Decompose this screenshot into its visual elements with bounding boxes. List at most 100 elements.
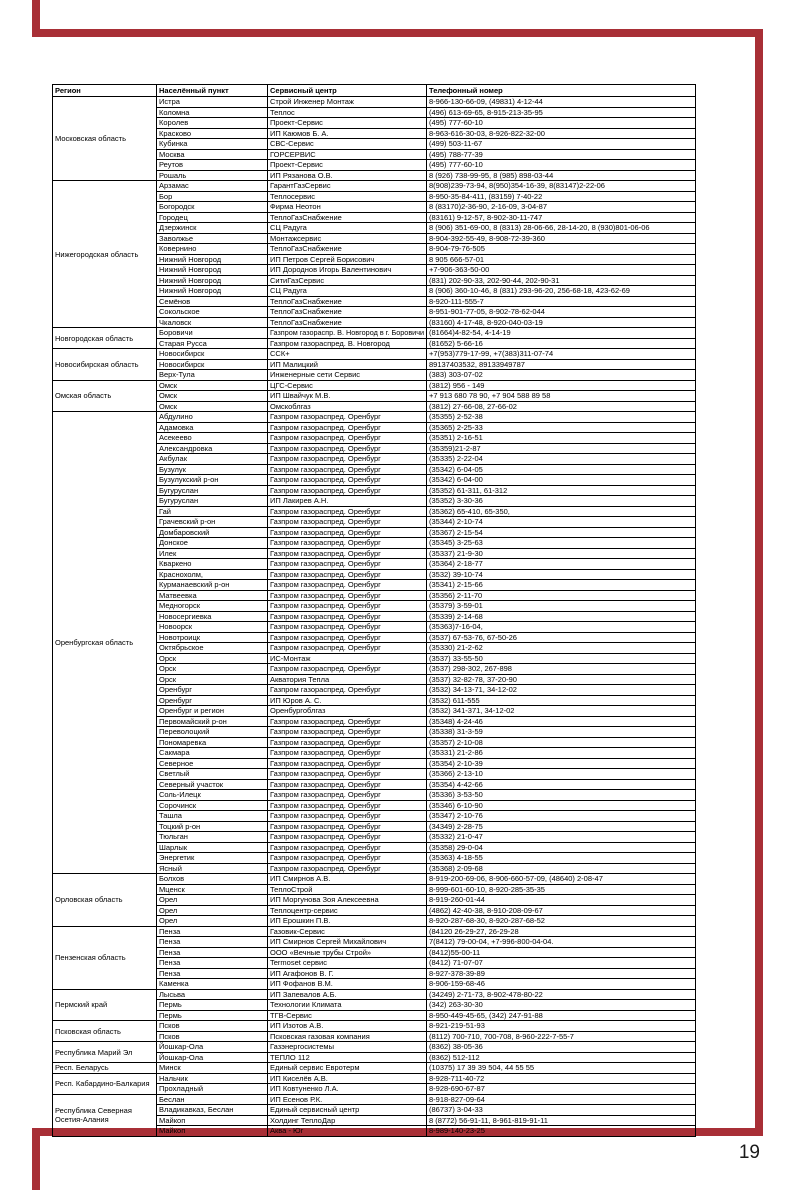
service-center-cell: Проект-Сервис	[267, 117, 427, 129]
service-center-cell: ИП Смирнов А.В.	[267, 873, 427, 885]
phone-cell: 8-918-827-09-64	[426, 1093, 696, 1105]
service-center-cell: ТеплоГазСнабжение	[267, 295, 427, 307]
table-row: Омская область Омск ЦГС-Сервис (3812) 956 -…	[52, 379, 696, 412]
service-center-cell: ИП Изотов А.В.	[267, 1020, 427, 1032]
settlement-cell: Краснохолм,	[156, 568, 268, 580]
settlement-cell: Йошкар-Ола	[156, 1041, 268, 1053]
phone-cell: (3537) 298-302, 267-898	[426, 663, 696, 675]
settlement-cell: Акбулак	[156, 453, 268, 465]
settlement-cell: Омск	[156, 379, 268, 391]
settlement-cell: Орск	[156, 652, 268, 664]
service-center-cell: Termoset сервис	[267, 957, 427, 969]
phone-cell: 8 (906) 351-69-00, 8 (8313) 28-06-66, 28…	[426, 222, 696, 234]
settlement-cell: Орел	[156, 904, 268, 916]
service-center-cell: ТеплоГазСнабжение	[267, 243, 427, 255]
service-center-cell: Газпром газораспред. Оренбург	[267, 463, 427, 475]
settlement-cell: Богородск	[156, 201, 268, 213]
service-center-cell: Газпром газораспред. Оренбург	[267, 841, 427, 853]
settlement-cell: Медногорск	[156, 600, 268, 612]
settlement-cell: Сокольское	[156, 306, 268, 318]
service-center-cell: Газпром газораспред. Оренбург	[267, 778, 427, 790]
service-center-cell: Газпром газораспред. Оренбург	[267, 547, 427, 559]
phone-cell: +7-906-363-50-00	[426, 264, 696, 276]
phone-cell: (35347) 2-10-76	[426, 810, 696, 822]
phone-cell: (495) 777-60-10	[426, 117, 696, 129]
region-cell: Республика Северная Осетия-Алания	[52, 1093, 157, 1137]
service-center-cell: ИП Есенов Р.К.	[267, 1093, 427, 1105]
service-center-cell: ИП Петров Сергей Борисович	[267, 253, 427, 265]
settlement-cell: Заволжье	[156, 232, 268, 244]
service-center-cell: Газпром газораспр. В. Новгород в г. Боро…	[267, 327, 427, 339]
service-center-cell: ИП Киселёв А.В.	[267, 1072, 427, 1084]
phone-cell: (86737) 3-04-33	[426, 1104, 696, 1116]
region-cell: Псковская область	[52, 1020, 157, 1042]
service-center-cell: Газпром газораспред. Оренбург	[267, 747, 427, 759]
phone-cell: (35337) 21-9-30	[426, 547, 696, 559]
service-center-cell: Газпром газораспред. Оренбург	[267, 600, 427, 612]
region-cell: Оренбургская область	[52, 411, 157, 874]
service-center-cell: Газпром газораспред. Оренбург	[267, 421, 427, 433]
phone-cell: (35345) 3-25-63	[426, 537, 696, 549]
service-center-cell: Газовик-Сервис	[267, 925, 427, 937]
settlement-cell: Гай	[156, 505, 268, 517]
phone-cell: (3537) 32-82-78, 37-20-90	[426, 673, 696, 685]
service-center-cell: Газпром газораспред. Оренбург	[267, 852, 427, 864]
phone-cell: 7(8412) 79-00-04, +7-996-800-04-04.	[426, 936, 696, 948]
phone-cell: (495) 777-60-10	[426, 159, 696, 171]
settlement-cell: Нижний Новгород	[156, 264, 268, 276]
service-center-cell: ГарантГазСервис	[267, 180, 427, 192]
phone-cell: (4862) 42-40-38, 8-910-208-09-67	[426, 904, 696, 916]
table-row: Шарлык Газпром газораспред. Оренбург (3535…	[53, 841, 696, 853]
settlement-cell: Оренбург и регион	[156, 705, 268, 717]
phone-cell: (34249) 2-71-73, 8-902-478-80-22	[426, 988, 696, 1000]
table-row: Республика Северная Осетия-Алания Беслан И…	[52, 1093, 696, 1137]
service-center-cell: ИП Рязанова О.В.	[267, 169, 427, 181]
service-center-cell: Аква - Юг	[267, 1125, 427, 1137]
settlement-cell: Сакмара	[156, 747, 268, 759]
service-center-cell: СЦ Радуга	[267, 222, 427, 234]
settlement-cell: Псков	[156, 1020, 268, 1032]
settlement-cell: Городец	[156, 211, 268, 223]
service-center-cell: Инженерные сети Сервис	[267, 369, 427, 381]
service-center-cell: Монтажсервис	[267, 232, 427, 244]
service-center-cell: СитиГазСервис	[267, 274, 427, 286]
service-center-cell: ИП Лакирев А.Н.	[267, 495, 427, 507]
phone-cell: (35379) 3-59-01	[426, 600, 696, 612]
settlement-cell: Пенза	[156, 925, 268, 937]
service-center-cell: Фирма Неотон	[267, 201, 427, 213]
settlement-cell: Прохладный	[156, 1083, 268, 1095]
service-center-cell: Газпром газораспред. Оренбург	[267, 726, 427, 738]
service-center-cell: Газпром газораспред. Оренбург	[267, 715, 427, 727]
phone-cell: (499) 503-11-67	[426, 138, 696, 150]
table-row: Респ. Кабардино-Балкария Нальчик ИП Киселё…	[52, 1072, 696, 1095]
phone-cell: 8-966-130-66-09, (49831) 4-12-44	[426, 96, 696, 108]
phone-cell: 8 905 666-57-01	[426, 253, 696, 265]
table-row: Реутов Проект-Сервис (495) 777-60-10	[53, 159, 696, 171]
phone-cell: 8-906-159-68-46	[426, 978, 696, 990]
settlement-cell: Майкоп	[156, 1114, 268, 1126]
table-row: Оренбургская область Абдулино Газпром газо…	[52, 411, 696, 874]
settlement-cell: Лысьва	[156, 988, 268, 1000]
phone-cell: (35354) 4-42-66	[426, 778, 696, 790]
settlement-cell: Пенза	[156, 967, 268, 979]
settlement-cell: Боровичи	[156, 327, 268, 339]
settlement-cell: Новотроицк	[156, 631, 268, 643]
page-border-left-top	[32, 0, 40, 37]
phone-cell: (831) 202-90-33, 202-90-44, 202-90-31	[426, 274, 696, 286]
phone-cell: 8-919-200-69-06, 8-906-660-57-09, (48640…	[426, 873, 696, 885]
service-center-cell: Технологии Климата	[267, 999, 427, 1011]
phone-cell: (35362) 65-410, 65-350,	[426, 505, 696, 517]
settlement-cell: Пермь	[156, 999, 268, 1011]
service-center-cell: Газпром газораспред. Оренбург	[267, 684, 427, 696]
phone-cell: 8-950-35-84-411, (83159) 7-40-22	[426, 190, 696, 202]
table-row: Пензенская область Пенза Газовик-Сервис (84…	[52, 925, 696, 990]
phone-cell: (81652) 5-66-16	[426, 337, 696, 349]
phone-cell: 8-904-392-55-49, 8-908-72-39-360	[426, 232, 696, 244]
settlement-cell: Старая Русса	[156, 337, 268, 349]
service-center-cell: ТеплоГазСнабжение	[267, 316, 427, 328]
settlement-cell: Реутов	[156, 159, 268, 171]
settlement-cell: Энергетик	[156, 852, 268, 864]
phone-cell: 8-921-219-51-93	[426, 1020, 696, 1032]
service-center-cell: Газпром газораспред. Оренбург	[267, 516, 427, 528]
phone-cell: 8-904-79-76-505	[426, 243, 696, 255]
